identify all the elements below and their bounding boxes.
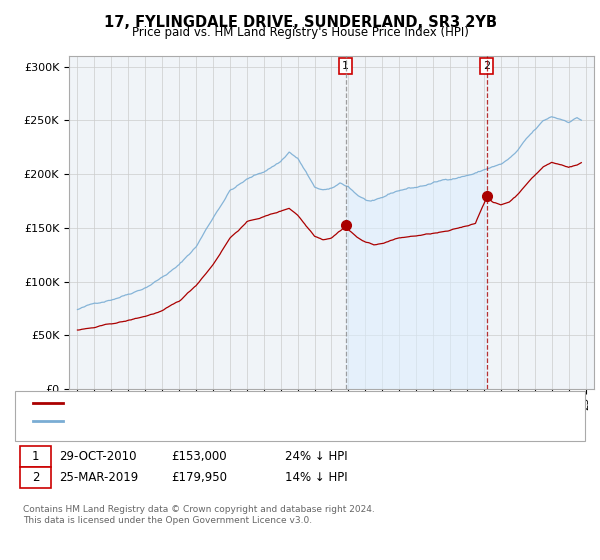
Text: 29-OCT-2010: 29-OCT-2010 (59, 450, 136, 463)
Text: £153,000: £153,000 (171, 450, 227, 463)
Text: 2: 2 (483, 61, 490, 71)
Text: 2: 2 (32, 471, 39, 484)
Text: 24% ↓ HPI: 24% ↓ HPI (285, 450, 347, 463)
Text: 14% ↓ HPI: 14% ↓ HPI (285, 471, 347, 484)
Text: 1: 1 (32, 450, 39, 463)
Text: 17, FYLINGDALE DRIVE, SUNDERLAND, SR3 2YB (detached house): 17, FYLINGDALE DRIVE, SUNDERLAND, SR3 2Y… (69, 398, 430, 408)
Text: 17, FYLINGDALE DRIVE, SUNDERLAND, SR3 2YB: 17, FYLINGDALE DRIVE, SUNDERLAND, SR3 2Y… (104, 15, 497, 30)
Text: Contains HM Land Registry data © Crown copyright and database right 2024.
This d: Contains HM Land Registry data © Crown c… (23, 505, 374, 525)
Text: HPI: Average price, detached house, Sunderland: HPI: Average price, detached house, Sund… (69, 416, 334, 426)
Text: 1: 1 (342, 61, 349, 71)
Text: 25-MAR-2019: 25-MAR-2019 (59, 471, 138, 484)
Text: £179,950: £179,950 (171, 471, 227, 484)
Text: Price paid vs. HM Land Registry's House Price Index (HPI): Price paid vs. HM Land Registry's House … (131, 26, 469, 39)
